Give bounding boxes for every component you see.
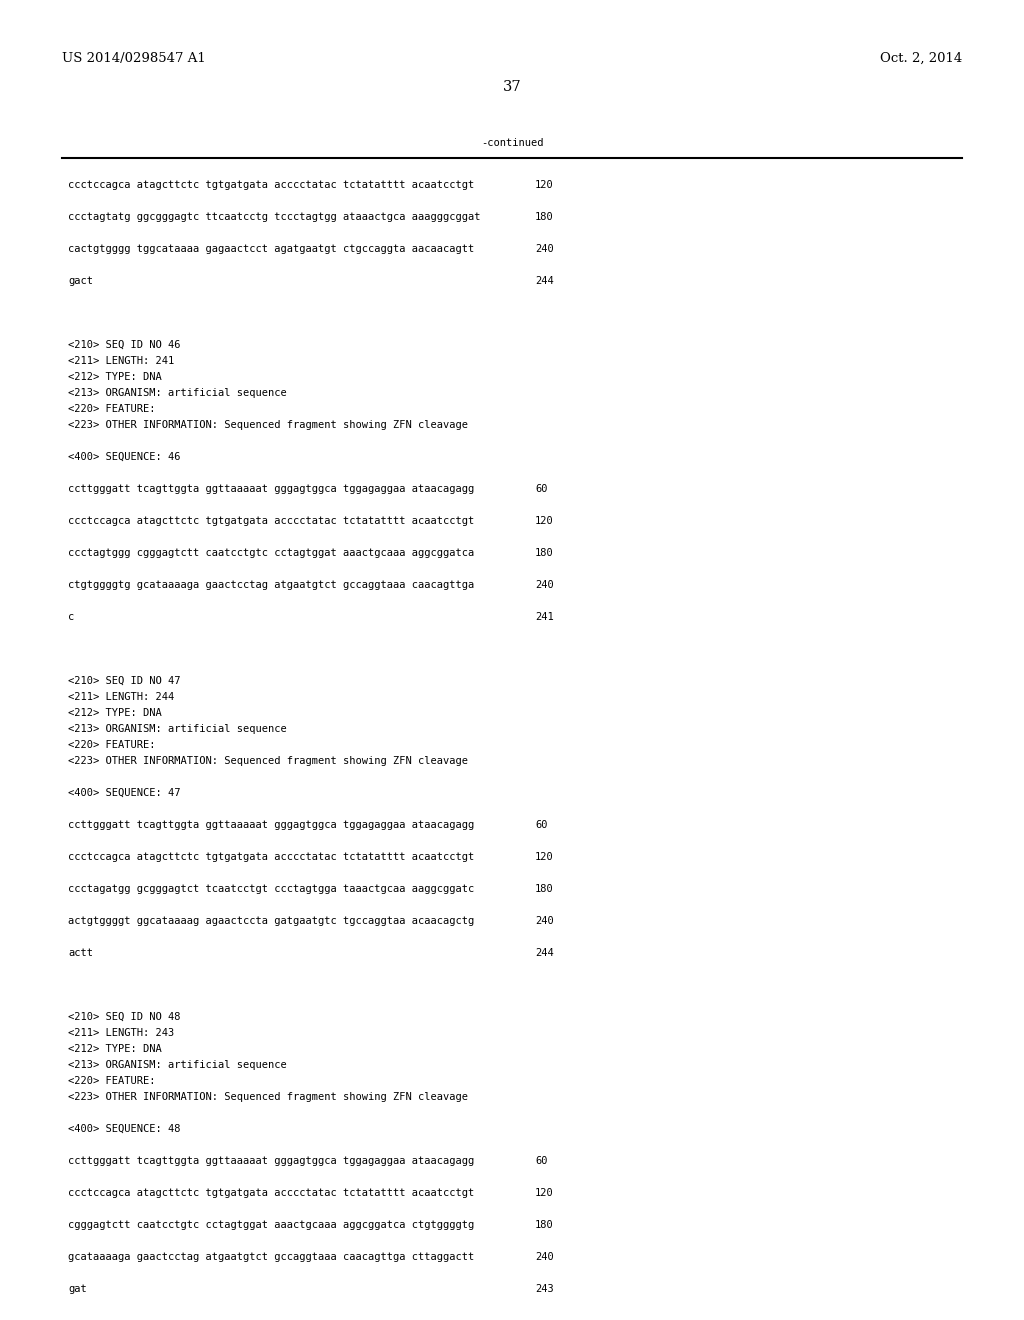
Text: <210> SEQ ID NO 47: <210> SEQ ID NO 47	[68, 676, 180, 686]
Text: 240: 240	[535, 244, 554, 253]
Text: 180: 180	[535, 548, 554, 558]
Text: ccttgggatt tcagttggta ggttaaaaat gggagtggca tggagaggaa ataacagagg: ccttgggatt tcagttggta ggttaaaaat gggagtg…	[68, 1156, 474, 1166]
Text: ccctccagca atagcttctc tgtgatgata acccctatac tctatatttt acaatcctgt: ccctccagca atagcttctc tgtgatgata accccta…	[68, 516, 474, 525]
Text: c: c	[68, 612, 75, 622]
Text: ccctccagca atagcttctc tgtgatgata acccctatac tctatatttt acaatcctgt: ccctccagca atagcttctc tgtgatgata accccta…	[68, 180, 474, 190]
Text: ccctagtatg ggcgggagtc ttcaatcctg tccctagtgg ataaactgca aaagggcggat: ccctagtatg ggcgggagtc ttcaatcctg tccctag…	[68, 213, 480, 222]
Text: <213> ORGANISM: artificial sequence: <213> ORGANISM: artificial sequence	[68, 723, 287, 734]
Text: <223> OTHER INFORMATION: Sequenced fragment showing ZFN cleavage: <223> OTHER INFORMATION: Sequenced fragm…	[68, 756, 468, 766]
Text: <213> ORGANISM: artificial sequence: <213> ORGANISM: artificial sequence	[68, 1060, 287, 1071]
Text: actt: actt	[68, 948, 93, 958]
Text: 243: 243	[535, 1284, 554, 1294]
Text: <220> FEATURE:: <220> FEATURE:	[68, 1076, 156, 1086]
Text: 120: 120	[535, 180, 554, 190]
Text: ccctagatgg gcgggagtct tcaatcctgt ccctagtgga taaactgcaa aaggcggatc: ccctagatgg gcgggagtct tcaatcctgt ccctagt…	[68, 884, 474, 894]
Text: <400> SEQUENCE: 46: <400> SEQUENCE: 46	[68, 451, 180, 462]
Text: 37: 37	[503, 81, 521, 94]
Text: <220> FEATURE:: <220> FEATURE:	[68, 404, 156, 414]
Text: <220> FEATURE:: <220> FEATURE:	[68, 741, 156, 750]
Text: 180: 180	[535, 884, 554, 894]
Text: actgtggggt ggcataaaag agaactccta gatgaatgtc tgccaggtaa acaacagctg: actgtggggt ggcataaaag agaactccta gatgaat…	[68, 916, 474, 927]
Text: ccttgggatt tcagttggta ggttaaaaat gggagtggca tggagaggaa ataacagagg: ccttgggatt tcagttggta ggttaaaaat gggagtg…	[68, 820, 474, 830]
Text: gact: gact	[68, 276, 93, 286]
Text: <223> OTHER INFORMATION: Sequenced fragment showing ZFN cleavage: <223> OTHER INFORMATION: Sequenced fragm…	[68, 1092, 468, 1102]
Text: ccctccagca atagcttctc tgtgatgata acccctatac tctatatttt acaatcctgt: ccctccagca atagcttctc tgtgatgata accccta…	[68, 851, 474, 862]
Text: -continued: -continued	[480, 139, 544, 148]
Text: <223> OTHER INFORMATION: Sequenced fragment showing ZFN cleavage: <223> OTHER INFORMATION: Sequenced fragm…	[68, 420, 468, 430]
Text: <211> LENGTH: 243: <211> LENGTH: 243	[68, 1028, 174, 1038]
Text: 240: 240	[535, 916, 554, 927]
Text: 120: 120	[535, 1188, 554, 1199]
Text: US 2014/0298547 A1: US 2014/0298547 A1	[62, 51, 206, 65]
Text: <211> LENGTH: 241: <211> LENGTH: 241	[68, 356, 174, 366]
Text: 60: 60	[535, 1156, 548, 1166]
Text: 244: 244	[535, 276, 554, 286]
Text: 120: 120	[535, 851, 554, 862]
Text: 240: 240	[535, 1251, 554, 1262]
Text: ccctccagca atagcttctc tgtgatgata acccctatac tctatatttt acaatcctgt: ccctccagca atagcttctc tgtgatgata accccta…	[68, 1188, 474, 1199]
Text: cgggagtctt caatcctgtc cctagtggat aaactgcaaa aggcggatca ctgtggggtg: cgggagtctt caatcctgtc cctagtggat aaactgc…	[68, 1220, 474, 1230]
Text: ctgtggggtg gcataaaaga gaactcctag atgaatgtct gccaggtaaa caacagttga: ctgtggggtg gcataaaaga gaactcctag atgaatg…	[68, 579, 474, 590]
Text: 120: 120	[535, 516, 554, 525]
Text: <400> SEQUENCE: 48: <400> SEQUENCE: 48	[68, 1125, 180, 1134]
Text: <213> ORGANISM: artificial sequence: <213> ORGANISM: artificial sequence	[68, 388, 287, 399]
Text: 241: 241	[535, 612, 554, 622]
Text: <210> SEQ ID NO 46: <210> SEQ ID NO 46	[68, 341, 180, 350]
Text: 244: 244	[535, 948, 554, 958]
Text: <211> LENGTH: 244: <211> LENGTH: 244	[68, 692, 174, 702]
Text: Oct. 2, 2014: Oct. 2, 2014	[880, 51, 962, 65]
Text: 60: 60	[535, 484, 548, 494]
Text: gcataaaaga gaactcctag atgaatgtct gccaggtaaa caacagttga cttaggactt: gcataaaaga gaactcctag atgaatgtct gccaggt…	[68, 1251, 474, 1262]
Text: <210> SEQ ID NO 48: <210> SEQ ID NO 48	[68, 1012, 180, 1022]
Text: <212> TYPE: DNA: <212> TYPE: DNA	[68, 1044, 162, 1053]
Text: <212> TYPE: DNA: <212> TYPE: DNA	[68, 372, 162, 381]
Text: 180: 180	[535, 1220, 554, 1230]
Text: ccctagtggg cgggagtctt caatcctgtc cctagtggat aaactgcaaa aggcggatca: ccctagtggg cgggagtctt caatcctgtc cctagtg…	[68, 548, 474, 558]
Text: 180: 180	[535, 213, 554, 222]
Text: 60: 60	[535, 820, 548, 830]
Text: cactgtgggg tggcataaaa gagaactcct agatgaatgt ctgccaggta aacaacagtt: cactgtgggg tggcataaaa gagaactcct agatgaa…	[68, 244, 474, 253]
Text: <212> TYPE: DNA: <212> TYPE: DNA	[68, 708, 162, 718]
Text: 240: 240	[535, 579, 554, 590]
Text: gat: gat	[68, 1284, 87, 1294]
Text: <400> SEQUENCE: 47: <400> SEQUENCE: 47	[68, 788, 180, 799]
Text: ccttgggatt tcagttggta ggttaaaaat gggagtggca tggagaggaa ataacagagg: ccttgggatt tcagttggta ggttaaaaat gggagtg…	[68, 484, 474, 494]
